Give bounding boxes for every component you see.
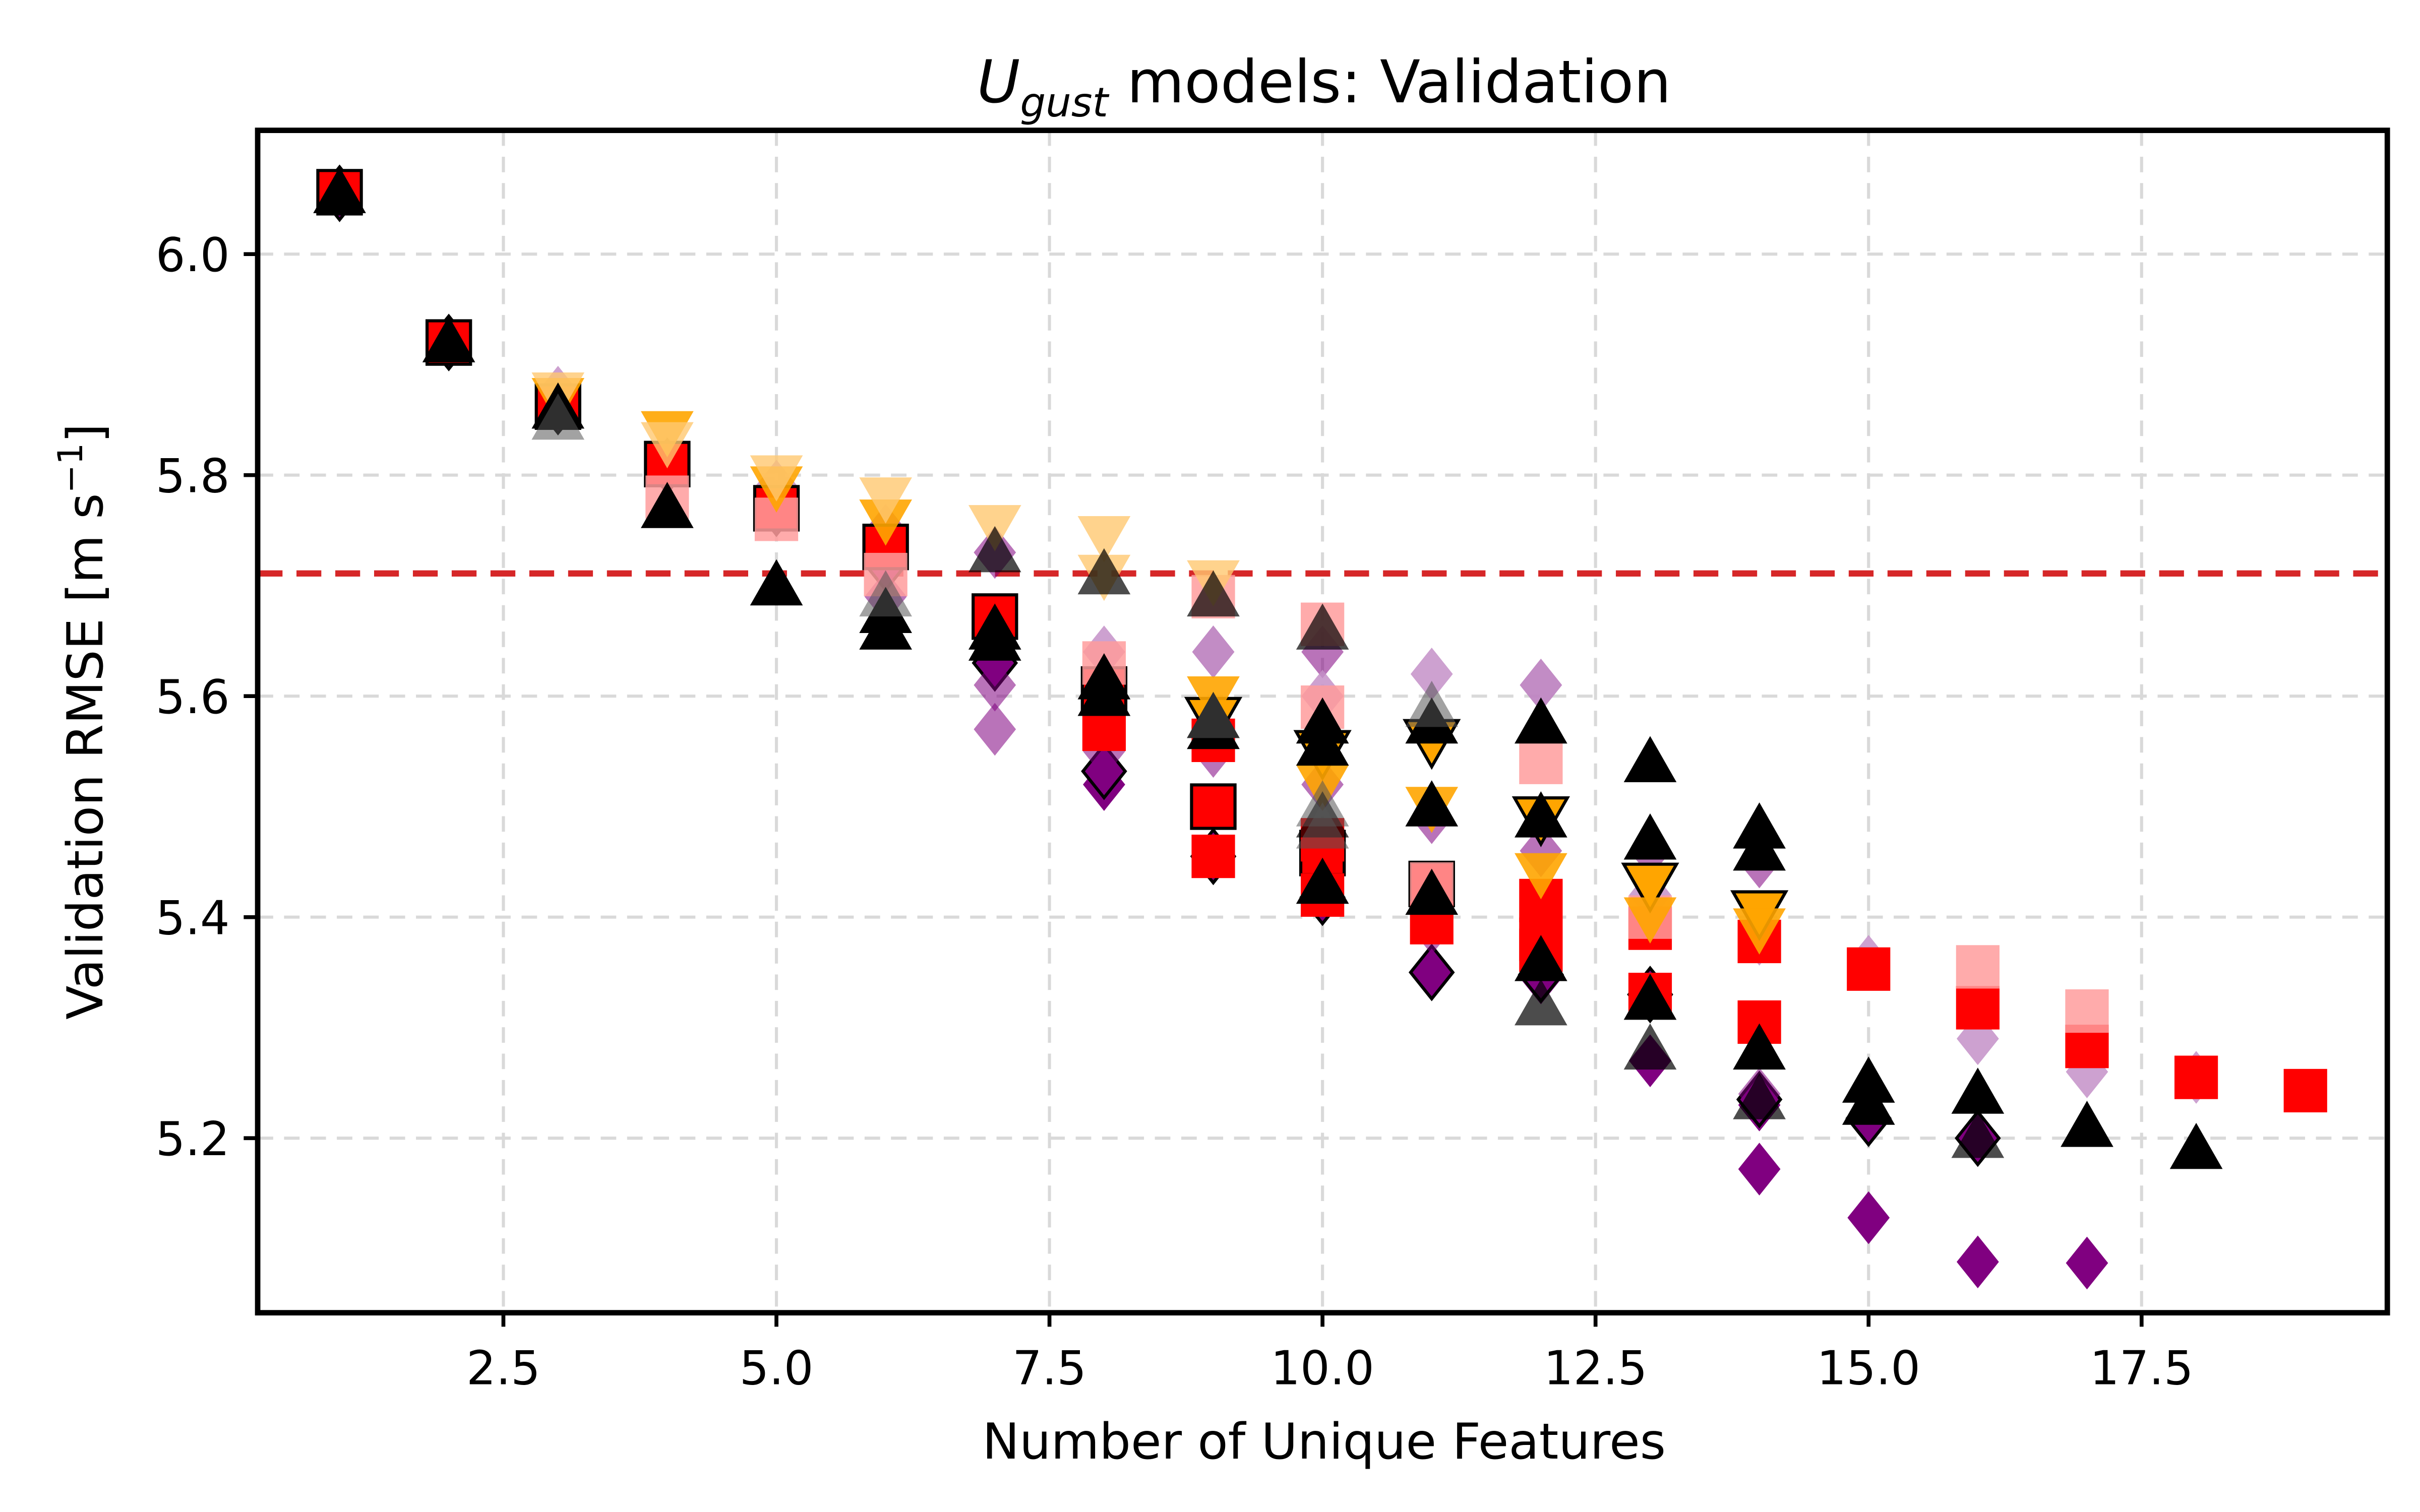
triangle-point (2169, 1122, 2223, 1169)
square-point (2283, 1068, 2327, 1113)
y-tick-label: 5.4 (156, 891, 230, 946)
triangle-point (2061, 1100, 2113, 1147)
diamond-point (2066, 1236, 2108, 1290)
triangle-point (1515, 697, 1567, 744)
triangle-point (1733, 824, 1786, 871)
title-main: U (977, 47, 1020, 116)
triangle-point (1187, 691, 1240, 738)
triangle-point (1296, 857, 1349, 904)
triangle-point (531, 393, 585, 440)
triangle-point (750, 559, 803, 606)
square-point (1191, 835, 1235, 878)
diamond-point (1192, 625, 1235, 678)
x-tick-label: 15.0 (1817, 1341, 1920, 1395)
triangle_down-point (1621, 862, 1679, 914)
axis-ticks: 2.5 5.0 7.5 10.0 12.5 15.0 17.5 5.2 5.4 5.6 5.8 6.0 (156, 228, 2194, 1395)
triangle-point (859, 570, 912, 617)
triangle-point (1623, 973, 1677, 1020)
square-point (1190, 783, 1237, 830)
triangle-point (1405, 680, 1459, 727)
title-rest: models: Validation (1108, 47, 1671, 116)
x-tick-label: 10.0 (1270, 1341, 1374, 1395)
triangle-point (1296, 802, 1349, 849)
y-label-main: Validation RMSE [m s (57, 493, 114, 1020)
triangle-point (1405, 868, 1459, 915)
triangle_down-point (1733, 908, 1786, 955)
triangle-point (1623, 736, 1677, 783)
triangle_down-point (859, 477, 912, 524)
y-tick-label: 6.0 (156, 228, 230, 282)
y-label-end: ] (57, 423, 114, 443)
triangle-point (1187, 570, 1240, 617)
y-tick-label: 5.2 (156, 1112, 230, 1166)
square-point (1956, 945, 2000, 989)
x-tick-label: 12.5 (1544, 1341, 1648, 1395)
triangle-point (1515, 935, 1567, 981)
diamond-point (1738, 1143, 1781, 1195)
triangle_down-point (641, 422, 694, 469)
triangle-point (968, 603, 1021, 650)
triangle-point (1733, 1023, 1786, 1070)
square-point (1519, 740, 1563, 784)
triangle-point (1951, 1067, 2005, 1114)
triangle_down-point (750, 455, 803, 502)
triangle-point (1515, 979, 1567, 1026)
triangle_down-point (1623, 897, 1677, 944)
diamond-point (1408, 943, 1455, 1001)
data-points (313, 164, 2327, 1290)
triangle-point (1623, 813, 1677, 860)
triangle-point (968, 526, 1021, 573)
y-tick-label: 5.8 (156, 449, 230, 503)
y-tick-label: 5.6 (156, 670, 230, 724)
y-label-superscript: −1 (50, 443, 90, 493)
x-tick-label: 2.5 (466, 1341, 540, 1395)
triangle-point (313, 167, 366, 213)
x-tick-label: 17.5 (2090, 1341, 2194, 1395)
x-axis-label: Number of Unique Features (982, 1413, 1666, 1471)
triangle_down-point (1077, 516, 1131, 562)
triangle-point (641, 482, 694, 528)
triangle-point (1733, 1073, 1786, 1119)
title-subscript: gust (1020, 79, 1109, 126)
x-tick-label: 5.0 (740, 1341, 814, 1395)
triangle-point (422, 316, 475, 362)
triangle-point (1405, 780, 1459, 827)
y-axis-label: Validation RMSE [m s−1] (50, 423, 114, 1020)
diamond-point (974, 658, 1016, 712)
triangle-point (1623, 1023, 1677, 1070)
square-point (2174, 1055, 2218, 1099)
x-tick-label: 7.5 (1012, 1341, 1086, 1395)
triangle-point (1951, 1111, 2005, 1158)
triangle-point (1077, 548, 1131, 595)
square-point (2065, 989, 2109, 1033)
square-point (1956, 986, 2000, 1030)
diamond-point (974, 703, 1016, 756)
square-point (1847, 947, 1891, 991)
chart-title: Ugust models: Validation (977, 47, 1671, 126)
triangle_down-point (1515, 853, 1567, 900)
triangle-point (1296, 719, 1349, 766)
diamond-point (1956, 1235, 1999, 1289)
diamond-point (1847, 1191, 1890, 1244)
triangle-point (1515, 791, 1567, 838)
triangle-point (1296, 603, 1349, 650)
triangle-point (1077, 669, 1131, 716)
triangle-point (1842, 1056, 1895, 1103)
